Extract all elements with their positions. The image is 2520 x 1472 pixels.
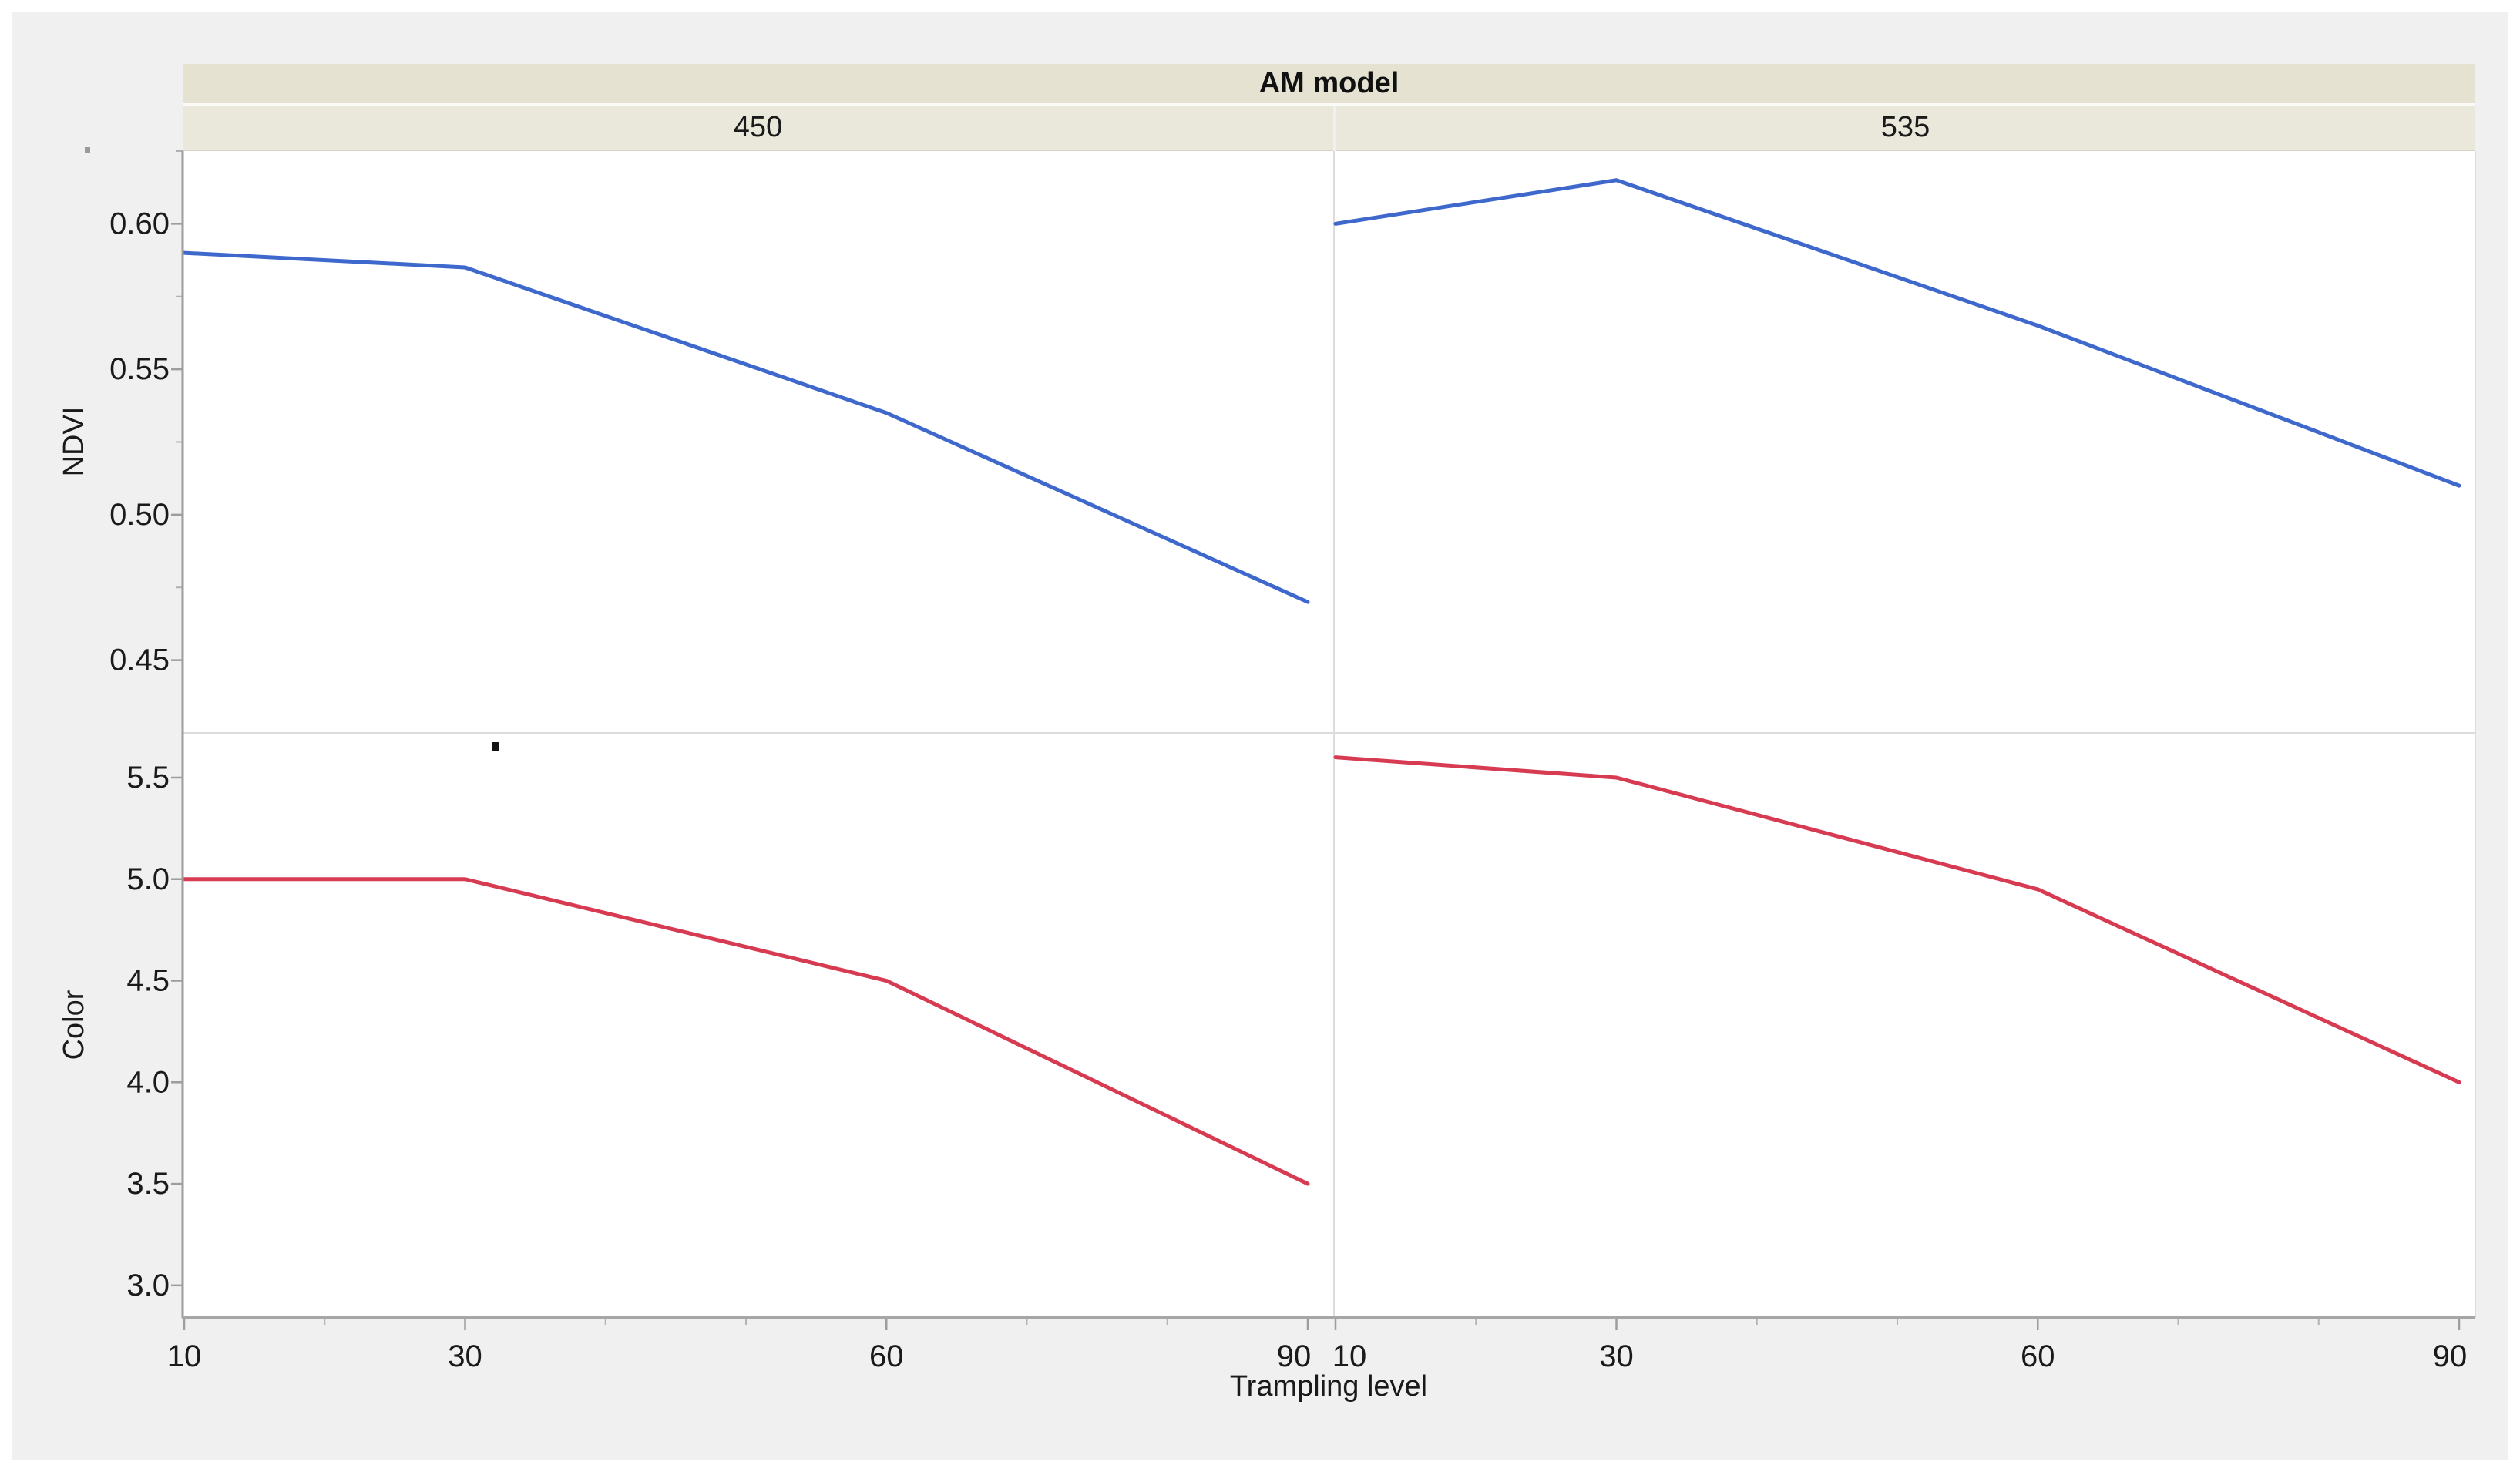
y-tick-label: 5.5 <box>126 761 170 795</box>
x-tick-label: 10 <box>167 1339 202 1373</box>
x-axis-title: Trampling level <box>1229 1370 1428 1403</box>
facet-header-cell-535[interactable]: 535 <box>1336 106 2475 151</box>
y-tick-label: 4.5 <box>126 964 170 998</box>
x-tick-label: 60 <box>2021 1339 2055 1373</box>
facet-header-label-450: 450 <box>733 111 783 143</box>
y-tick-label: 0.50 <box>109 498 170 532</box>
x-tick-label: 10 <box>1332 1339 1367 1373</box>
gray-speck-artifact <box>85 147 90 153</box>
y-tick-label: 4.0 <box>126 1065 170 1099</box>
y-tick-label: 0.55 <box>109 352 170 386</box>
facet-header-band: AM model <box>183 64 2475 106</box>
y-axis-title-ndvi: NDVI <box>58 406 90 477</box>
y-tick-label: 3.5 <box>126 1167 170 1201</box>
plot-panel-450-ndvi[interactable] <box>183 151 1334 733</box>
x-tick-label: 90 <box>1277 1339 1312 1373</box>
series-line-ndvi-535[interactable] <box>1333 178 2461 488</box>
x-tick-label: 90 <box>2433 1339 2468 1373</box>
facet-header-title: AM model <box>1258 67 1399 99</box>
series-line-color-450[interactable] <box>182 877 1310 1186</box>
facet-header-cell-450[interactable]: 450 <box>183 106 1333 151</box>
plot-panel-535-color[interactable] <box>1334 733 2475 1318</box>
y-tick-label: 0.45 <box>109 644 170 677</box>
y-tick-label: 5.0 <box>126 862 170 896</box>
x-tick-label: 60 <box>869 1339 904 1373</box>
facet-header-label-535: 535 <box>1880 111 1930 143</box>
x-tick-label: 30 <box>448 1339 482 1373</box>
y-tick-label: 0.60 <box>109 207 170 240</box>
series-line-ndvi-450[interactable] <box>182 250 1310 604</box>
plot-panel-535-ndvi[interactable] <box>1334 151 2475 733</box>
series-line-color-535[interactable] <box>1333 755 2461 1084</box>
y-axis-title-color: Color <box>58 990 90 1060</box>
y-tick-label: 3.0 <box>126 1269 170 1302</box>
x-tick-label: 30 <box>1599 1339 1634 1373</box>
stray-dot-artifact <box>492 742 499 751</box>
plot-panel-450-color[interactable] <box>183 733 1334 1318</box>
